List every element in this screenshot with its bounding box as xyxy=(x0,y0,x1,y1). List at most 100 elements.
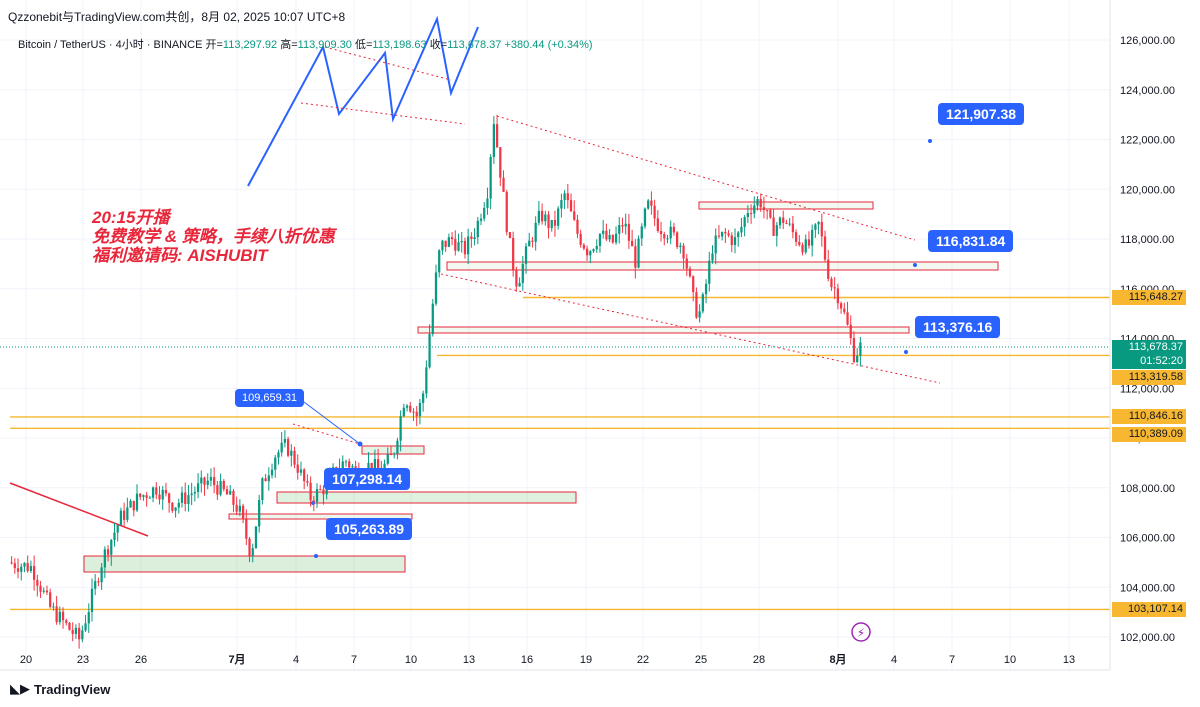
candle-body xyxy=(386,454,389,464)
zone-105k xyxy=(83,555,406,573)
callout-105263[interactable]: 105,263.89 xyxy=(326,518,413,540)
symbol-legend: Bitcoin / TetherUS · 4小时 · BINANCE 开=113… xyxy=(18,36,593,52)
candle-body xyxy=(418,402,422,417)
zone-106k xyxy=(228,513,413,520)
candle-body xyxy=(846,312,849,325)
candle-body xyxy=(20,566,23,572)
candle-body xyxy=(450,237,454,240)
candle-body xyxy=(576,219,579,234)
promo-line-2: 免费教学 & 策略，手续八折优惠 xyxy=(92,227,335,246)
candle-body xyxy=(303,469,306,482)
candle-body xyxy=(52,606,55,608)
candle-body xyxy=(258,499,261,527)
callout-113376[interactable]: 113,376.16 xyxy=(915,316,1001,338)
candle-body xyxy=(267,475,270,482)
callout-pointer xyxy=(299,398,361,445)
candle-body xyxy=(396,440,399,454)
candle-body xyxy=(283,439,287,443)
candle-body xyxy=(180,492,184,503)
candle-body xyxy=(688,268,692,277)
candle-body xyxy=(161,489,164,500)
candle-body xyxy=(830,278,833,288)
event-marker-icon[interactable] xyxy=(851,622,871,642)
x-tick-label: 7月 xyxy=(228,653,245,666)
candle-body xyxy=(422,393,425,403)
candle-body xyxy=(669,226,672,239)
candle-body xyxy=(817,221,820,225)
candle-body xyxy=(791,223,795,233)
candle-body xyxy=(354,466,357,469)
candle-body xyxy=(196,483,200,493)
candle-body xyxy=(839,303,843,309)
candle-body xyxy=(200,477,203,484)
level-tag-110389: 110,389.09 xyxy=(1112,427,1186,442)
candle-body xyxy=(454,239,457,251)
x-tick-label: 7 xyxy=(351,654,357,666)
candle-body xyxy=(495,124,499,148)
candle-body xyxy=(348,461,351,468)
candle-body xyxy=(637,238,640,268)
candle-body xyxy=(524,246,528,264)
candle-body xyxy=(171,502,174,511)
y-tick-label: 102,000.00 xyxy=(1120,632,1175,644)
tradingview-logo-icon: ◣▶ xyxy=(10,682,30,697)
candle-body xyxy=(682,245,685,259)
candle-body xyxy=(151,487,155,498)
x-tick-label: 25 xyxy=(695,654,707,666)
symbol-name[interactable]: Bitcoin / TetherUS · 4小时 · BINANCE xyxy=(18,39,203,51)
y-tick-label: 126,000.00 xyxy=(1120,35,1175,47)
callout-109659[interactable]: 109,659.31 xyxy=(235,389,305,407)
callout-116831[interactable]: 116,831.84 xyxy=(928,230,1014,252)
x-tick-label: 8月 xyxy=(829,653,846,666)
x-tick-label: 23 xyxy=(77,654,89,666)
candle-body xyxy=(650,200,653,206)
anchor-dot xyxy=(913,263,917,267)
candle-body xyxy=(756,199,759,206)
candle-body xyxy=(274,457,277,470)
change-value: +380.44 (+0.34%) xyxy=(504,39,593,51)
candle-body xyxy=(518,282,521,287)
x-tick-label: 22 xyxy=(637,654,649,666)
candle-body xyxy=(692,276,695,293)
zone-109k xyxy=(361,445,425,455)
candle-body xyxy=(222,481,225,490)
projection-channel-top xyxy=(324,46,452,81)
candle-body xyxy=(598,233,602,246)
open-value: 113,297.92 xyxy=(222,39,278,51)
candle-body xyxy=(116,525,119,533)
candle-body xyxy=(389,454,393,456)
candle-body xyxy=(759,199,762,208)
candle-body xyxy=(251,548,254,557)
current-price-tag: 113,678.37 xyxy=(1112,340,1186,355)
candle-body xyxy=(836,288,840,304)
candle-body xyxy=(614,233,618,243)
candle-body xyxy=(209,477,213,481)
candle-body xyxy=(219,481,222,495)
candle-body xyxy=(521,263,524,283)
callout-107298[interactable]: 107,298.14 xyxy=(324,468,411,490)
candle-body xyxy=(766,210,769,212)
candle-body xyxy=(213,477,216,486)
candle-body xyxy=(833,287,836,289)
x-tick-label: 10 xyxy=(405,654,417,666)
candle-body xyxy=(409,405,412,412)
candle-body xyxy=(602,230,605,234)
candle-body xyxy=(656,218,659,231)
candle-body xyxy=(254,526,258,549)
candle-body xyxy=(55,606,58,623)
candle-body xyxy=(110,540,113,555)
candle-body xyxy=(438,250,441,273)
callout-121907[interactable]: 121,907.38 xyxy=(938,103,1025,125)
candle-body xyxy=(476,220,479,238)
x-tick-label: 13 xyxy=(463,654,475,666)
candle-body xyxy=(804,239,807,253)
projection-path xyxy=(247,15,479,187)
candle-body xyxy=(582,244,586,249)
candle-body xyxy=(618,225,621,234)
tradingview-logo[interactable]: ◣▶ TradingView xyxy=(10,682,110,697)
chart-drawings: ⚡ xyxy=(9,15,999,642)
candle-body xyxy=(370,462,373,473)
candle-body xyxy=(653,205,656,219)
candle-body xyxy=(595,245,598,250)
candle-body xyxy=(148,497,151,499)
